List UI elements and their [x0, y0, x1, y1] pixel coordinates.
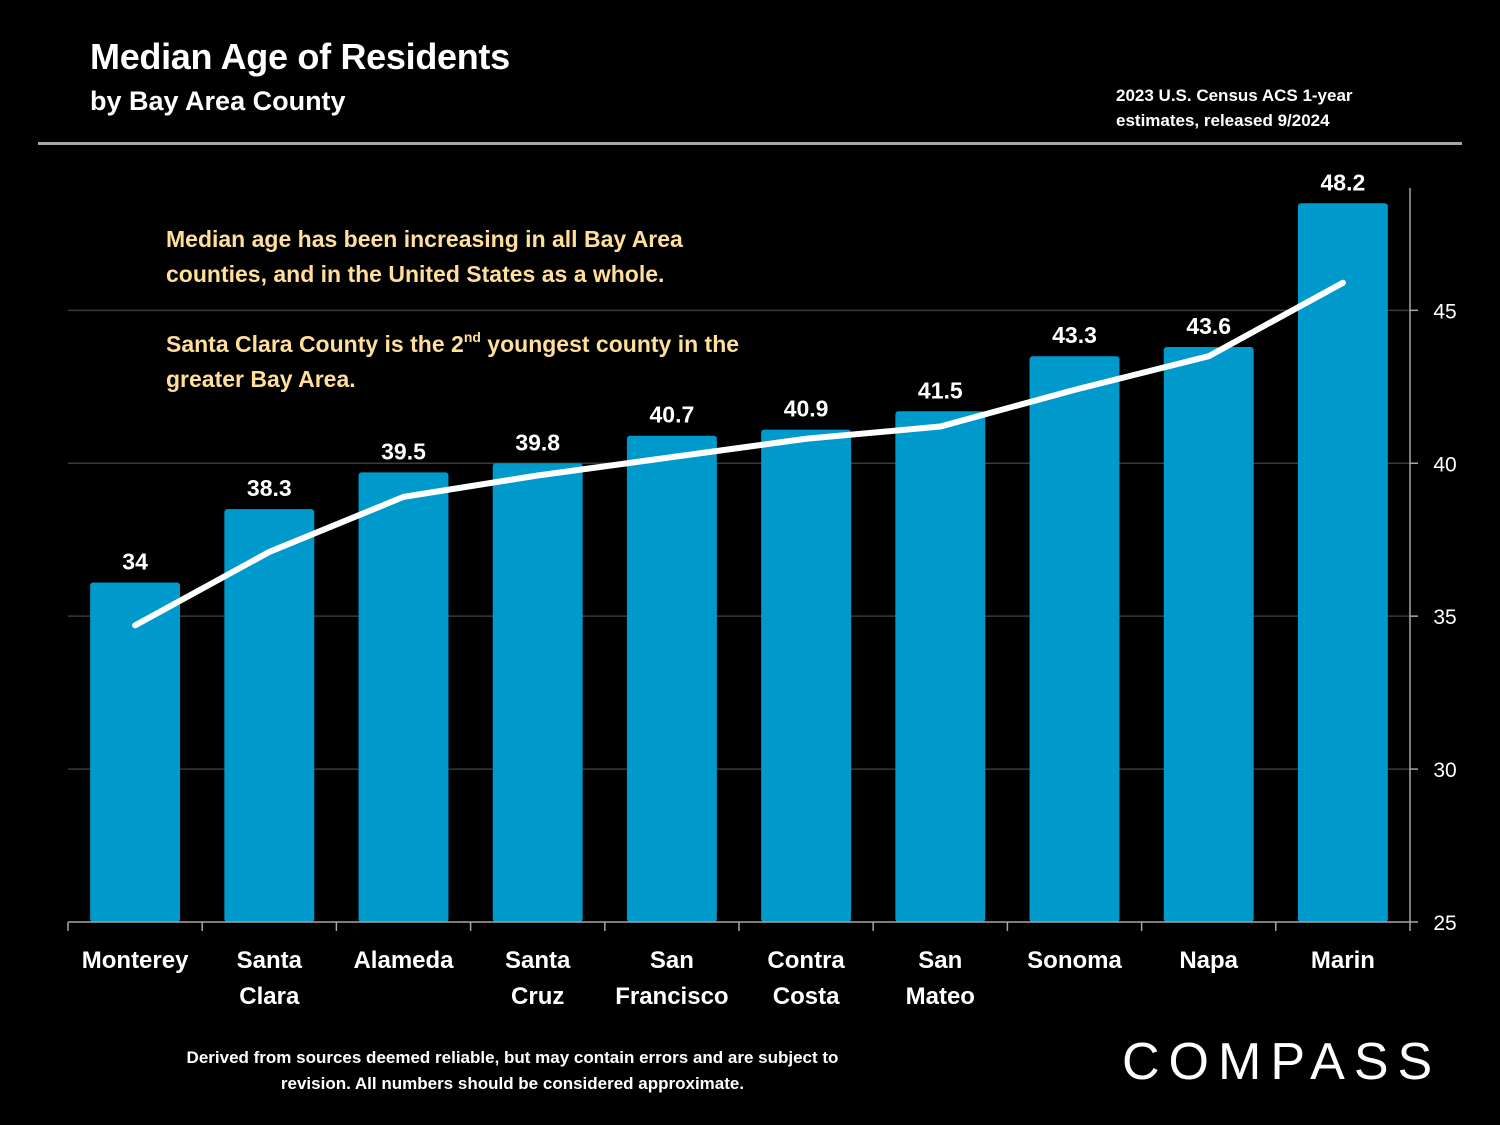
bar [761, 429, 852, 922]
y-tick-label: 40 [1433, 453, 1456, 476]
data-label: 43.3 [1052, 322, 1097, 348]
x-tick-label-line: Monterey [82, 947, 189, 974]
x-tick-label: Napa [1179, 947, 1238, 974]
data-label: 39.5 [381, 438, 426, 464]
disclaimer: Derived from sources deemed reliable, bu… [186, 1048, 839, 1093]
data-label: 41.5 [918, 377, 963, 403]
y-tick-label: 35 [1433, 606, 1456, 629]
x-tick-label-line: Cruz [511, 983, 564, 1010]
bar [1163, 347, 1254, 922]
callout-paragraph-2: Santa Clara County is the 2nd youngest c… [166, 327, 786, 397]
callout-text-part: Santa Clara County is the 2 [166, 331, 464, 357]
callout-text-part: youngest county in the greater Bay Area. [166, 331, 740, 392]
bar [358, 472, 449, 922]
data-label: 43.6 [1186, 313, 1231, 339]
x-tick-label-line: Napa [1179, 947, 1238, 974]
x-tick-label-line: Costa [773, 983, 840, 1010]
x-tick-label: Monterey [82, 947, 189, 974]
trend-line [132, 279, 1346, 629]
x-tick-label: Santa Clara [237, 947, 303, 1010]
data-label: 48.2 [1321, 169, 1366, 195]
x-tick-label: Marin [1311, 947, 1375, 974]
x-tick-label: Sonoma [1027, 947, 1122, 974]
source-note: 2023 U.S. Census ACS 1-year estimates, r… [1116, 86, 1353, 130]
x-tick-label: San Francisco [615, 947, 728, 1010]
callout-paragraph-1: Median age has been increasing in all Ba… [166, 226, 683, 287]
y-tick-label: 25 [1433, 912, 1456, 935]
x-tick-label-line: San [650, 947, 694, 974]
bar [626, 435, 717, 922]
header-divider [38, 142, 1462, 145]
bar [895, 411, 986, 922]
callout-superscript: nd [463, 329, 481, 345]
y-tick-label: 45 [1433, 300, 1456, 323]
y-tick-label: 30 [1433, 759, 1456, 782]
bar [492, 463, 583, 922]
data-label: 40.7 [650, 402, 695, 428]
data-label: 39.8 [515, 429, 560, 455]
x-tick-label-line: Alameda [353, 947, 454, 974]
x-tick-label-line: Francisco [615, 983, 728, 1010]
callout-text: Median age has been increasing in all Ba… [166, 222, 786, 397]
data-label: 34 [122, 549, 148, 575]
x-tick-label: Santa Cruz [505, 947, 571, 1010]
page-subtitle: by Bay Area County [90, 86, 346, 116]
data-label: 38.3 [247, 475, 292, 501]
bar [1297, 203, 1388, 922]
x-tick-label-line: Mateo [906, 983, 975, 1010]
page-title: Median Age of Residents [90, 36, 510, 77]
x-tick-label: Alameda [353, 947, 454, 974]
bar [1029, 356, 1120, 922]
x-tick-label-line: Sonoma [1027, 947, 1122, 974]
x-tick-label-line: San [918, 947, 962, 974]
x-tick-label-line: Santa [505, 947, 571, 974]
x-tick-label-line: Santa [237, 947, 303, 974]
x-tick-label-line: Contra [767, 947, 845, 974]
x-tick-label-line: Marin [1311, 947, 1375, 974]
x-tick-label-line: Clara [239, 983, 300, 1010]
x-tick-label: Contra Costa [767, 947, 845, 1010]
compass-logo: COMPASS [1122, 1033, 1442, 1091]
x-tick-label: San Mateo [906, 947, 975, 1010]
data-label: 40.9 [784, 396, 829, 422]
bar [224, 509, 315, 922]
bar [90, 582, 181, 922]
